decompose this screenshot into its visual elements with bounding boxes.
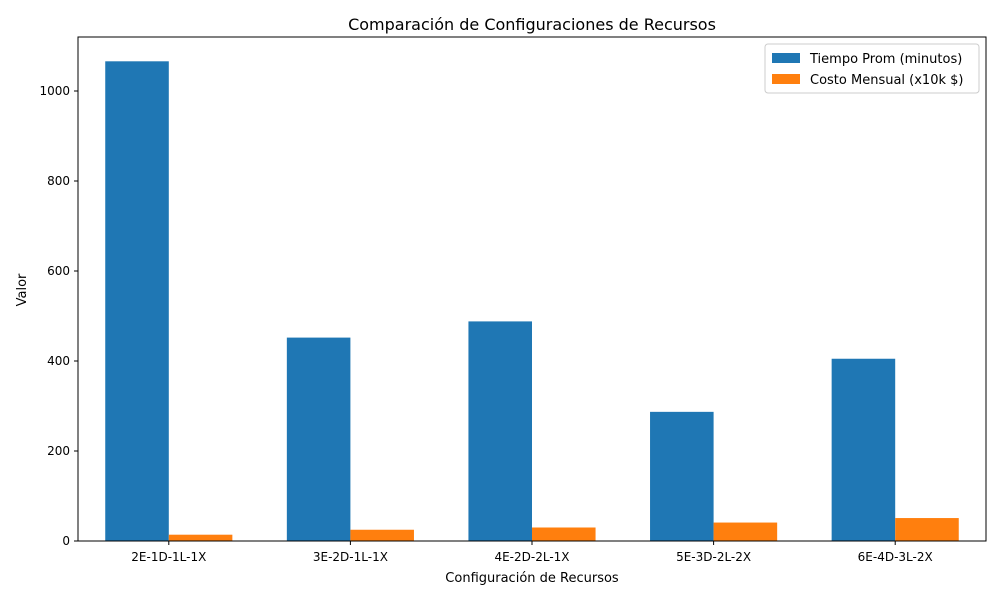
legend-label: Costo Mensual (x10k $): [810, 73, 963, 88]
chart-title: Comparación de Configuraciones de Recurs…: [348, 15, 716, 34]
bar-costo-4: [713, 522, 778, 541]
y-tick-label: 1000: [39, 84, 70, 98]
bar-costo-5: [895, 518, 959, 541]
x-axis-label: Configuración de Recursos: [445, 571, 619, 586]
legend-swatch: [772, 53, 800, 63]
legend: Tiempo Prom (minutos) Costo Mensual (x10k…: [764, 43, 980, 94]
bar-costo-1: [168, 534, 233, 541]
bar-tiempo-3: [468, 321, 532, 541]
y-tick-label: 0: [62, 534, 70, 548]
legend-box: [764, 43, 980, 94]
y-tick-label: 600: [47, 264, 70, 278]
x-tick-label: 3E-2D-1L-1X: [313, 550, 388, 564]
y-axis-label: Valor: [15, 273, 30, 306]
bar-tiempo-5: [831, 358, 896, 541]
y-tick-label: 800: [47, 174, 70, 188]
x-tick-label: 5E-3D-2L-2X: [676, 550, 751, 564]
x-tick-label: 2E-1D-1L-1X: [131, 550, 206, 564]
legend-swatch: [772, 74, 800, 84]
x-tick-label: 4E-2D-2L-1X: [494, 550, 569, 564]
x-tick-label: 6E-4D-3L-2X: [858, 550, 933, 564]
y-tick-label: 400: [47, 354, 70, 368]
bar-costo-3: [532, 527, 596, 541]
axes-group: 0 200 400 600 800 1000 2E-1D-1L-1X 3E-2D-1L-1X 4…: [39, 36, 987, 564]
legend-label: Tiempo Prom (minutos): [809, 52, 962, 67]
bar-tiempo-1: [105, 61, 169, 542]
bar-tiempo-4: [650, 411, 714, 541]
y-tick-label: 200: [47, 444, 70, 458]
bar-costo-2: [350, 529, 414, 541]
bar-tiempo-2: [286, 337, 351, 541]
bars-group: [105, 61, 959, 542]
